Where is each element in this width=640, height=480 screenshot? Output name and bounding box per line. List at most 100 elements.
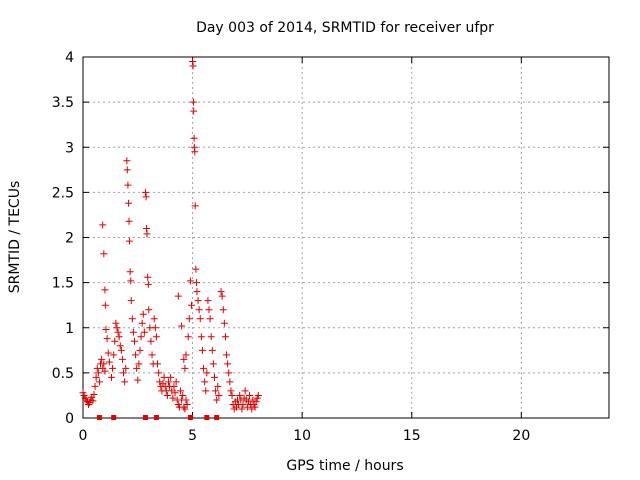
data-point	[145, 306, 153, 314]
data-point	[141, 188, 149, 196]
data-point	[205, 306, 213, 314]
data-point	[171, 389, 179, 397]
data-point	[147, 337, 155, 345]
x-axis-label: GPS time / hours	[286, 458, 403, 474]
data-point	[98, 355, 106, 363]
data-point	[143, 230, 151, 238]
data-point	[186, 277, 194, 285]
data-point	[122, 364, 130, 372]
data-point	[246, 391, 254, 399]
data-point	[163, 391, 171, 399]
zero-marker	[214, 415, 220, 420]
y-tick-label: 3	[65, 140, 74, 156]
data-point	[101, 286, 109, 294]
zero-marker	[142, 415, 148, 420]
x-tick-label: 20	[512, 428, 530, 444]
data-point	[102, 326, 110, 334]
data-point	[139, 310, 147, 318]
data-point	[177, 387, 185, 395]
data-point	[214, 382, 222, 390]
data-point	[224, 360, 232, 368]
data-point	[190, 107, 198, 115]
data-point	[251, 403, 259, 411]
data-point	[125, 199, 133, 207]
data-point	[115, 333, 123, 341]
data-point	[209, 360, 217, 368]
data-point	[127, 297, 135, 305]
data-point	[223, 351, 231, 359]
data-point	[116, 342, 124, 350]
x-tick-label: 10	[293, 428, 311, 444]
data-point	[91, 382, 99, 390]
data-point	[125, 217, 133, 225]
data-point	[168, 387, 176, 395]
data-point	[220, 319, 228, 327]
data-point	[226, 378, 234, 386]
data-point	[187, 301, 195, 309]
data-point	[144, 273, 152, 281]
y-tick-label: 0.5	[52, 366, 74, 382]
data-point	[217, 288, 225, 296]
data-point	[225, 369, 233, 377]
data-point	[92, 373, 100, 381]
y-tick-label: 1.5	[52, 276, 74, 292]
data-point	[148, 351, 156, 359]
data-point	[135, 360, 143, 368]
data-point	[169, 394, 177, 402]
data-point	[201, 378, 209, 386]
y-tick-label: 3.5	[52, 95, 74, 111]
data-point	[213, 396, 221, 404]
zero-marker	[96, 415, 102, 420]
data-point	[238, 405, 246, 413]
data-point	[183, 400, 191, 408]
data-point	[170, 382, 178, 390]
data-point	[103, 335, 111, 343]
data-point	[179, 391, 187, 399]
data-point	[164, 378, 172, 386]
data-point	[193, 288, 201, 296]
y-axis-ticks: 0 0.5 1 1.5 2 2.5 3 3.5 4	[52, 50, 609, 427]
data-point	[254, 391, 262, 399]
data-point	[136, 346, 144, 354]
y-tick-label: 1	[65, 321, 74, 337]
data-point	[218, 292, 226, 300]
data-point	[211, 373, 218, 381]
data-point	[126, 268, 134, 276]
data-point	[100, 360, 108, 368]
data-point	[133, 364, 141, 372]
data-point	[189, 62, 197, 70]
data-point	[182, 396, 190, 404]
data-point	[138, 319, 146, 327]
data-point	[112, 319, 120, 327]
data-point	[228, 391, 236, 399]
data-point	[125, 237, 133, 245]
x-tick-label: 5	[188, 428, 197, 444]
data-point	[185, 315, 193, 323]
data-point	[212, 387, 220, 395]
data-point	[100, 250, 108, 258]
data-point	[180, 355, 188, 363]
grid-lines	[83, 57, 609, 418]
data-point	[113, 324, 121, 332]
data-point	[241, 387, 249, 395]
data-point	[134, 376, 142, 384]
data-point	[144, 280, 152, 288]
data-point	[195, 306, 203, 314]
data-point	[127, 277, 135, 285]
data-point	[160, 373, 168, 381]
data-point	[189, 98, 197, 106]
data-point	[219, 306, 227, 314]
zero-marker	[153, 415, 159, 420]
data-point	[206, 315, 214, 323]
data-point	[221, 333, 229, 341]
data-point	[227, 387, 235, 395]
data-point	[182, 351, 190, 359]
zero-marker	[187, 415, 193, 420]
zero-marker	[204, 415, 210, 420]
data-point	[123, 166, 131, 174]
zero-markers	[96, 415, 220, 420]
data-point	[249, 396, 257, 404]
data-point	[121, 378, 129, 386]
data-point	[191, 148, 199, 156]
data-point	[151, 324, 159, 332]
